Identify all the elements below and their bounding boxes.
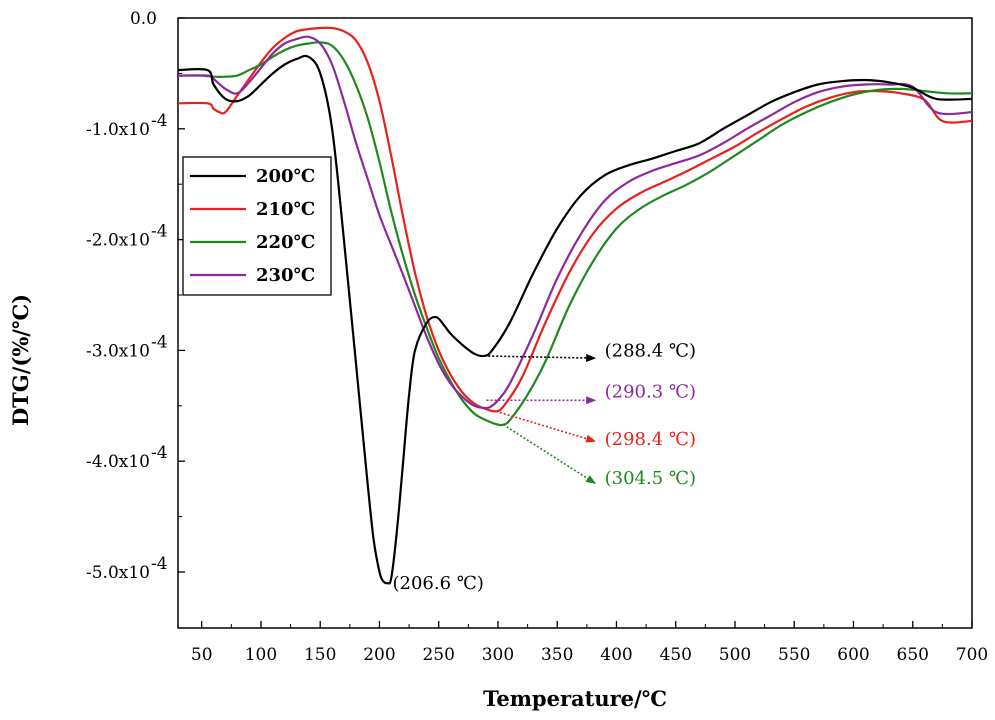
y-tick-label: -5.0x10 <box>86 563 150 583</box>
x-tick-label: 250 <box>422 645 454 665</box>
y-axis-tick-labels: 0.0-1.0x10 -4-2.0x10 -4-3.0x10 -4-4.0x10 -4-… <box>86 9 168 583</box>
x-axis-tick-labels: 50 100 150 200 250 300 350 400 450 500 550 600 650 70… <box>191 645 988 665</box>
x-axis-title: Temperature/℃ <box>483 686 667 711</box>
x-tick-label: 700 <box>956 645 988 665</box>
x-tick-label: 550 <box>778 645 810 665</box>
annotation-label: (298.4 ℃) <box>605 429 696 450</box>
x-tick-label: 400 <box>600 645 632 665</box>
y-tick-label: -2.0x10 <box>86 231 150 251</box>
plot-frame <box>177 17 973 629</box>
x-tick-label: 300 <box>482 645 514 665</box>
legend-label: 220℃ <box>256 232 315 253</box>
y-tick-exponent: -4 <box>151 111 168 131</box>
legend-box <box>182 156 332 296</box>
y-axis-ticks <box>178 17 185 573</box>
y-tick-label: 0.0 <box>130 9 157 29</box>
x-tick-label: 50 <box>191 645 213 665</box>
series-line-210c <box>178 26 972 413</box>
legend-label: 230℃ <box>256 265 315 286</box>
annotation-arrow <box>495 410 597 443</box>
annotation-label: (304.5 ℃) <box>605 468 696 489</box>
x-tick-label: 350 <box>541 645 573 665</box>
annotation-arrow <box>484 353 597 362</box>
y-tick-exponent: -4 <box>151 554 168 574</box>
x-tick-label: 100 <box>245 645 277 665</box>
y-tick-label: -3.0x10 <box>86 341 150 361</box>
x-tick-label: 650 <box>897 645 929 665</box>
series-line-230c <box>178 35 972 410</box>
x-axis-ticks <box>201 621 973 628</box>
annotation-label: (288.4 ℃) <box>605 340 696 361</box>
x-tick-label: 600 <box>837 645 869 665</box>
y-axis-title: DTG/(%/℃) <box>8 294 33 426</box>
x-tick-label: 500 <box>719 645 751 665</box>
annotation-label: (290.3 ℃) <box>605 381 696 402</box>
legend: 200℃ 210℃ 220℃ 230℃ <box>182 156 332 296</box>
x-tick-label: 200 <box>363 645 395 665</box>
y-tick-exponent: -4 <box>151 222 168 242</box>
series-line-220c <box>178 41 972 427</box>
annotation-label: (206.6 ℃) <box>392 573 483 594</box>
series-line-200c <box>178 54 972 585</box>
annotation-arrow <box>502 423 596 485</box>
series-lines <box>178 26 972 585</box>
y-tick-exponent: -4 <box>151 332 168 352</box>
y-tick-exponent: -4 <box>151 443 168 463</box>
x-tick-label: 150 <box>304 645 336 665</box>
legend-label: 200℃ <box>256 166 315 187</box>
y-tick-label: -1.0x10 <box>86 120 150 140</box>
legend-label: 210℃ <box>256 199 315 220</box>
peak-annotations: (206.6 ℃) (288.4 ℃) (290.3 ℃) (298.4 ℃) (304… <box>392 340 696 594</box>
x-tick-label: 450 <box>660 645 692 665</box>
y-tick-label: -4.0x10 <box>86 452 150 472</box>
